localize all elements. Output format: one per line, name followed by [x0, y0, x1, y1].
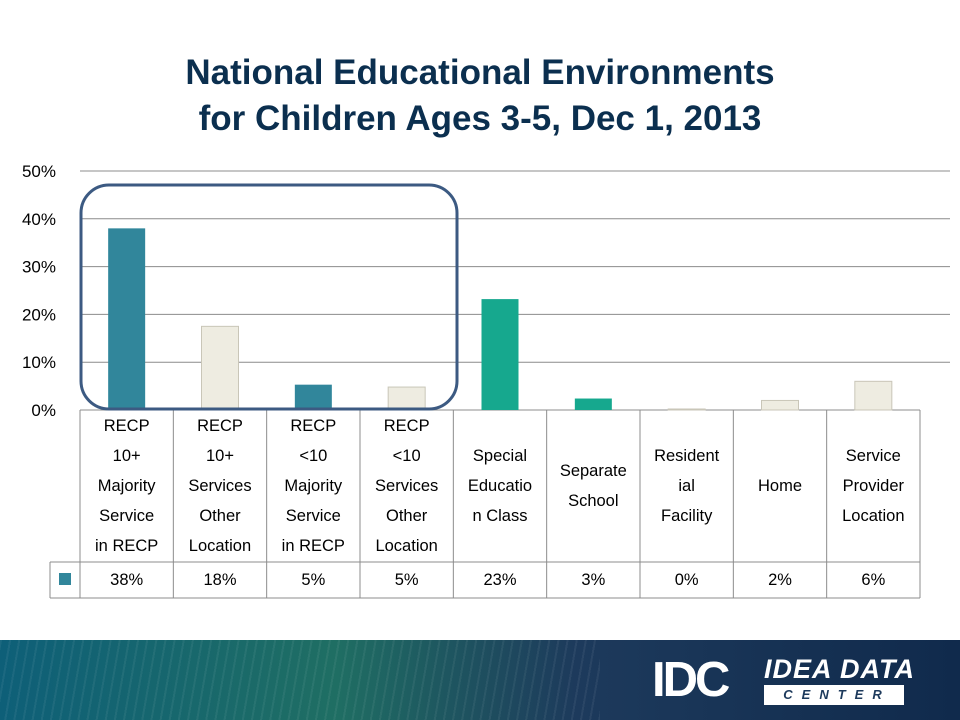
category-label: Resident ial Facility	[654, 447, 720, 525]
chart-title-line-1: National Educational Environments	[185, 53, 775, 92]
data-table-value: 38%	[110, 570, 144, 589]
data-table-value: 23%	[483, 570, 517, 589]
idea-data-center-logo: IDC IDEA DATA CENTER	[652, 652, 915, 712]
category-label: RECP <10 Majority Service in RECP	[281, 417, 345, 555]
category-label: Special Educatio n Class	[467, 447, 533, 525]
category-label: RECP 10+ Services Other Location	[188, 417, 252, 555]
data-table-value: 5%	[394, 570, 419, 589]
bar	[761, 399, 799, 411]
bar	[574, 398, 612, 410]
bar	[667, 408, 706, 411]
y-tick-label: 20%	[22, 305, 56, 324]
bar	[294, 384, 332, 410]
category-label: Home	[757, 477, 802, 495]
y-tick-label: 40%	[22, 210, 56, 229]
bar	[201, 325, 239, 411]
category-label: RECP 10+ Majority Service in RECP	[95, 417, 159, 555]
y-tick-label: 10%	[22, 353, 56, 372]
y-tick-label: 0%	[31, 401, 56, 420]
data-table-value: 0%	[674, 570, 699, 589]
footer-band	[0, 640, 960, 720]
category-label: RECP <10 Services Other Location	[375, 417, 439, 555]
category-label: Separate School	[559, 462, 627, 510]
chart-title: National Educational Environments for Ch…	[0, 50, 960, 142]
data-table-value: 6%	[861, 570, 886, 589]
chart-title-line-2: for Children Ages 3-5, Dec 1, 2013	[198, 99, 762, 138]
bar	[108, 228, 146, 410]
bar	[481, 299, 519, 410]
data-table-value: 3%	[581, 570, 606, 589]
data-table-value: 18%	[203, 570, 237, 589]
logo-center-text: CENTER	[764, 685, 904, 705]
highlight-box	[79, 183, 459, 411]
logo-idc-text: IDC	[652, 653, 730, 707]
data-table-value: 5%	[301, 570, 326, 589]
y-tick-label: 30%	[22, 258, 56, 277]
legend-key	[59, 573, 71, 585]
data-table-value: 2%	[768, 570, 792, 589]
y-tick-label: 50%	[22, 162, 56, 181]
logo-idea-data-text: IDEA DATA	[764, 654, 915, 684]
category-label: Service Provider Location	[842, 447, 905, 525]
bar	[387, 386, 426, 411]
bar	[854, 380, 893, 411]
